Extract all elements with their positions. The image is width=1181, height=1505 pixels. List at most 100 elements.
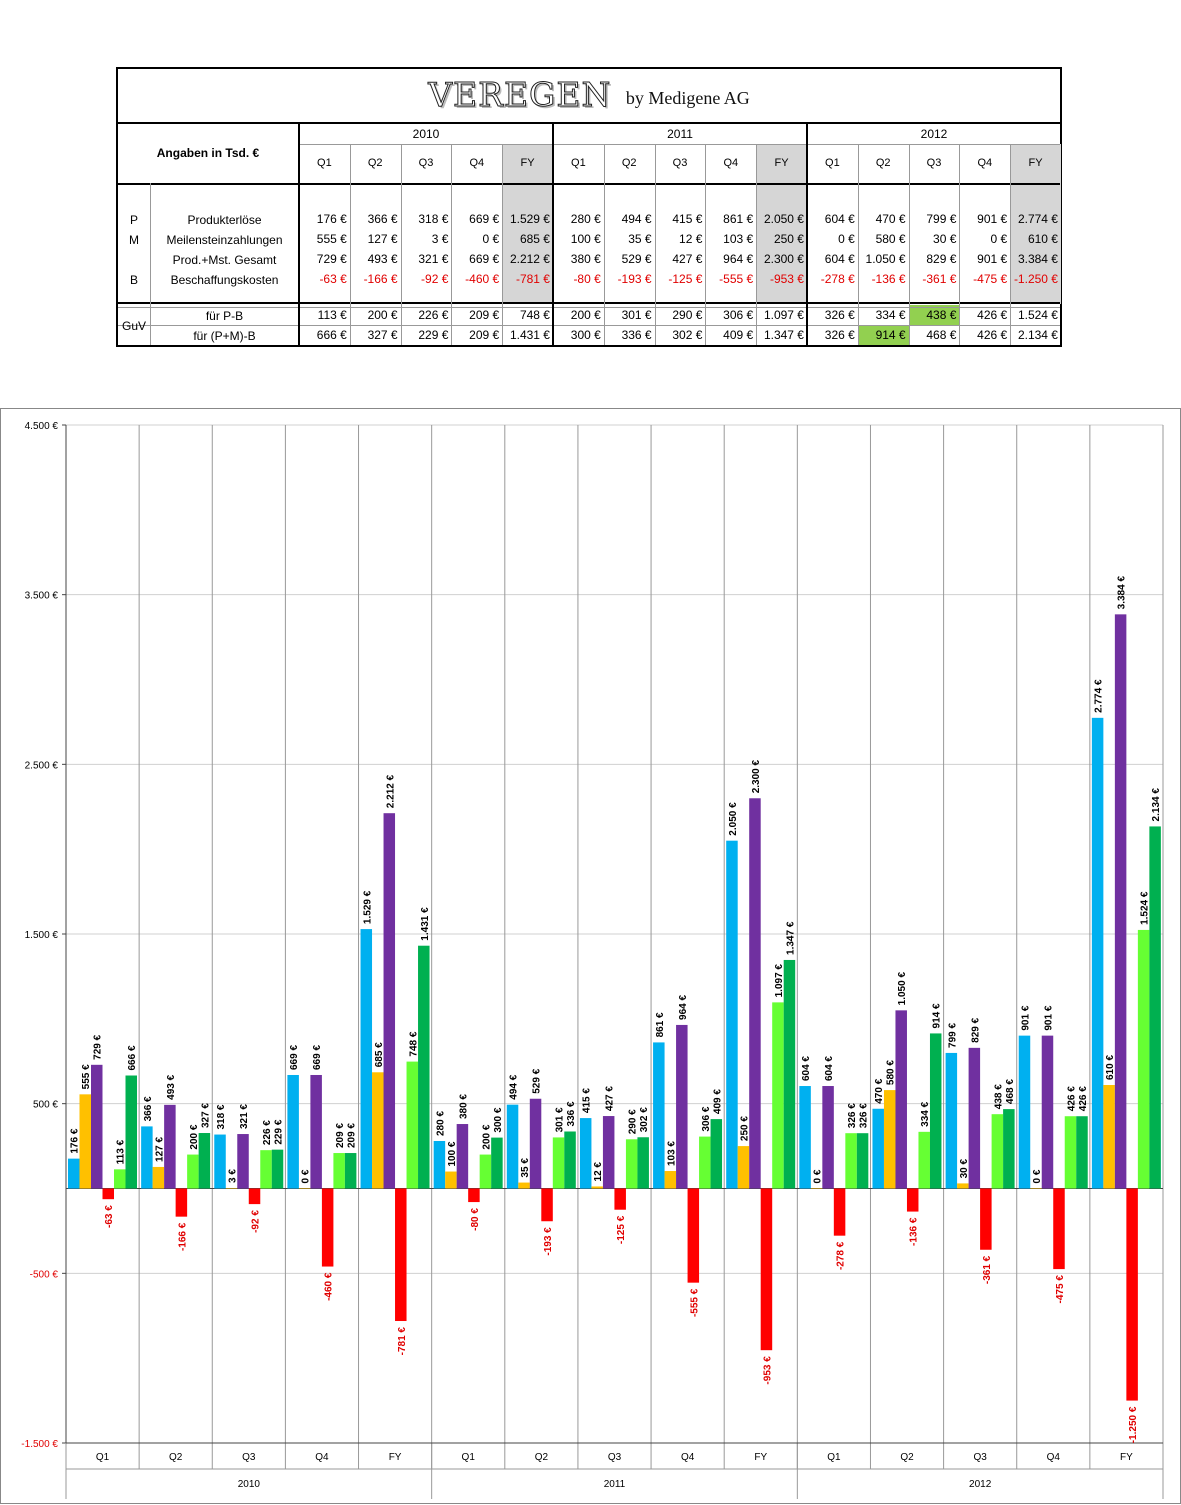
table-cell: 209 € — [469, 328, 500, 342]
bar — [929, 1033, 942, 1189]
data-label: -781 € — [397, 1327, 408, 1356]
data-label: 604 € — [824, 1056, 835, 1081]
bar — [491, 1137, 503, 1189]
year-header: 2011 — [667, 127, 693, 141]
bar — [710, 1119, 723, 1189]
grid-line — [705, 144, 707, 345]
data-table: VEREGEN by Medigene AG Angaben in Tsd. €… — [116, 67, 1062, 347]
table-cell: -475 € — [973, 272, 1008, 286]
bar — [945, 1052, 958, 1189]
data-label: 729 € — [93, 1034, 104, 1059]
bar — [310, 1074, 322, 1189]
data-label: 610 € — [1105, 1055, 1116, 1080]
data-label: 12 € — [593, 1162, 604, 1182]
bar — [1114, 614, 1127, 1189]
guv-label: GuV — [121, 319, 146, 333]
data-label: 901 € — [1043, 1005, 1054, 1030]
bar — [749, 798, 761, 1189]
data-label: -361 € — [982, 1255, 993, 1284]
data-label: 301 € — [555, 1107, 566, 1132]
bar — [91, 1064, 103, 1189]
table-cell: 914 € — [875, 328, 906, 342]
bar — [1018, 1035, 1031, 1189]
data-label: -460 € — [324, 1272, 335, 1301]
table-cell: 226 € — [418, 308, 449, 322]
bar — [906, 1188, 919, 1212]
bar — [1041, 1035, 1054, 1189]
table-cell: 127 € — [367, 232, 398, 246]
bar — [372, 1072, 384, 1189]
table-cell: 426 € — [977, 328, 1008, 342]
bar — [822, 1086, 834, 1189]
bar — [625, 1139, 638, 1189]
brand-byline: by Medigene AG — [625, 88, 750, 108]
table-cell: 280 € — [570, 212, 601, 226]
data-label: 799 € — [947, 1022, 958, 1047]
x-category-label: Q1 — [462, 1452, 476, 1463]
x-category-label: Q4 — [315, 1452, 329, 1463]
data-label: 1.097 € — [774, 964, 785, 998]
bar — [114, 1169, 126, 1189]
bar — [433, 1140, 446, 1189]
table-cell: 2.774 € — [1017, 212, 1058, 226]
data-label: 964 € — [678, 994, 689, 1019]
table-cell: 1.529 € — [509, 212, 550, 226]
grid-line — [150, 183, 151, 345]
rule-line — [806, 124, 808, 345]
rule-line — [298, 124, 300, 345]
data-label: 326 € — [859, 1103, 870, 1128]
table-cell: 3.384 € — [1017, 252, 1058, 266]
data-label: 666 € — [127, 1045, 138, 1070]
data-label: 426 € — [1078, 1086, 1089, 1111]
bar — [637, 1137, 649, 1189]
data-label: 3.384 € — [1117, 576, 1128, 610]
y-tick-label: 3.500 € — [25, 591, 59, 602]
table-cell: 176 € — [316, 212, 347, 226]
table-cell: 426 € — [977, 308, 1008, 322]
table-cell: -278 € — [820, 272, 855, 286]
data-label: 334 € — [920, 1101, 931, 1126]
data-label: -80 € — [470, 1208, 481, 1231]
grid-line — [908, 144, 910, 345]
data-label: 1.347 € — [785, 921, 796, 955]
table-cell: 604 € — [824, 212, 855, 226]
bar — [726, 840, 738, 1189]
row-label: Beschaffungskosten — [170, 273, 279, 287]
bar — [883, 1090, 896, 1189]
bar — [102, 1188, 114, 1200]
data-label: 438 € — [993, 1084, 1004, 1109]
bar — [125, 1075, 137, 1189]
data-label: 1.050 € — [897, 972, 908, 1006]
data-label: 280 € — [435, 1111, 446, 1136]
data-label: -1.250 € — [1128, 1406, 1139, 1443]
bar — [564, 1131, 576, 1189]
bar — [918, 1131, 930, 1189]
data-label: 580 € — [886, 1060, 897, 1085]
data-label: 1.524 € — [1140, 891, 1151, 925]
table-cell: 494 € — [621, 212, 652, 226]
table-cell: 1.097 € — [763, 308, 804, 322]
brand-logo-text: VEREGEN — [428, 75, 612, 115]
data-label: 529 € — [532, 1068, 543, 1093]
bar — [591, 1186, 603, 1189]
data-label: 468 € — [1005, 1079, 1016, 1104]
bar — [141, 1126, 153, 1189]
bar — [1064, 1116, 1077, 1189]
data-label: 209 € — [347, 1123, 358, 1148]
table-cell: 326 € — [824, 308, 855, 322]
y-tick-label: 2.500 € — [25, 760, 59, 771]
bar — [68, 1158, 80, 1189]
row-code: M — [129, 233, 139, 247]
data-label: 226 € — [262, 1120, 273, 1145]
x-category-label: Q1 — [827, 1452, 841, 1463]
data-label: -63 € — [104, 1205, 115, 1228]
bar — [991, 1114, 1004, 1189]
row-label: für P-B — [205, 309, 244, 323]
period-header: Q1 — [571, 157, 586, 169]
data-label: 30 € — [959, 1159, 970, 1179]
bar — [1076, 1116, 1088, 1189]
table-cell: 470 € — [875, 212, 906, 226]
x-category-label: Q4 — [1047, 1452, 1061, 1463]
data-label: 829 € — [970, 1017, 981, 1042]
table-cell: -125 € — [668, 272, 703, 286]
